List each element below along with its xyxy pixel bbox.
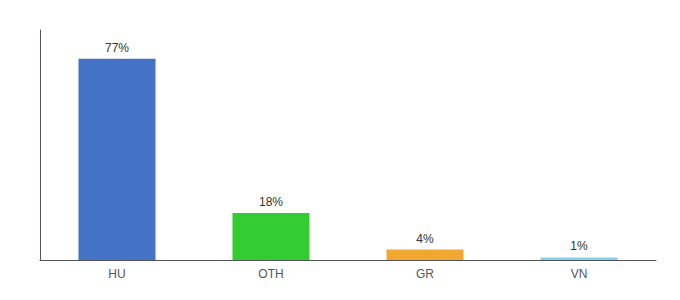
svg-text:HU: HU — [108, 267, 125, 281]
svg-text:VN: VN — [571, 267, 588, 281]
svg-text:18%: 18% — [259, 195, 283, 209]
svg-text:1%: 1% — [570, 239, 588, 253]
svg-text:4%: 4% — [416, 232, 434, 246]
svg-text:GR: GR — [416, 267, 434, 281]
svg-text:OTH: OTH — [258, 267, 283, 281]
svg-text:77%: 77% — [105, 41, 129, 55]
